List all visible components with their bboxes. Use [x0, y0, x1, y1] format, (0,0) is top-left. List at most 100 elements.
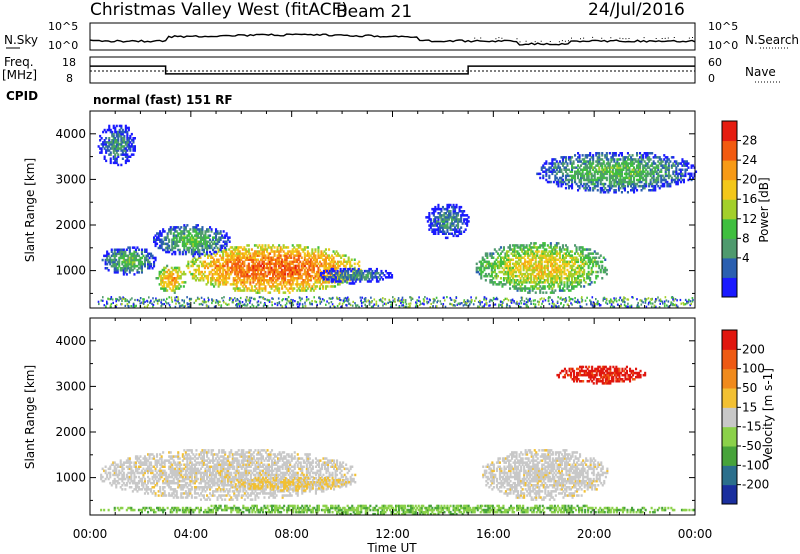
heatmap-cell	[443, 224, 446, 227]
heatmap-cell	[312, 254, 315, 257]
heatmap-cell	[270, 285, 273, 288]
heatmap-cell	[334, 305, 336, 309]
heatmap-cell	[598, 162, 601, 165]
heatmap-cell	[596, 182, 599, 186]
heatmap-cell	[297, 256, 300, 259]
heatmap-cell	[464, 228, 467, 231]
heatmap-cell	[266, 281, 269, 284]
heatmap-cell	[549, 252, 552, 255]
heatmap-cell	[534, 277, 537, 280]
heatmap-cell	[195, 230, 198, 233]
heatmap-cell	[429, 220, 432, 223]
heatmap-cell	[461, 210, 464, 213]
heatmap-cell	[266, 305, 269, 308]
heatmap-cell	[311, 264, 314, 268]
heatmap-cell	[528, 281, 531, 284]
heatmap-cell	[551, 250, 554, 253]
heatmap-cell	[143, 250, 146, 253]
heatmap-cell	[208, 270, 211, 274]
heatmap-cell	[105, 149, 108, 152]
heatmap-cell	[634, 174, 637, 178]
heatmap-cell	[117, 141, 120, 144]
heatmap-cell	[291, 252, 294, 255]
heatmap-cell	[580, 285, 583, 288]
heatmap-cell	[278, 260, 281, 264]
heatmap-cell	[577, 252, 580, 255]
heatmap-cell	[264, 303, 266, 306]
heatmap-cell	[661, 174, 664, 178]
heatmap-cell	[237, 256, 240, 259]
heatmap-cell	[112, 143, 115, 146]
heatmap-cell	[534, 242, 537, 245]
heatmap-cell	[583, 174, 586, 178]
heatmap-cell	[536, 266, 539, 270]
heatmap-cell	[531, 252, 534, 255]
heatmap-cell	[549, 260, 552, 264]
heatmap-cell	[639, 178, 642, 182]
heatmap-cell	[256, 301, 259, 304]
heatmap-cell	[571, 272, 574, 276]
heatmap-cell	[328, 254, 331, 257]
heatmap-cell	[448, 214, 451, 217]
heatmap-cell	[564, 244, 567, 247]
heatmap-cell	[552, 252, 555, 255]
heatmap-cell	[290, 270, 293, 274]
heatmap-cell	[545, 178, 548, 182]
heatmap-cell	[240, 272, 243, 276]
heatmap-cell	[199, 238, 202, 241]
heatmap-cell	[293, 254, 296, 257]
heatmap-cell	[113, 254, 116, 258]
heatmap-cell	[275, 279, 278, 282]
heatmap-cell	[580, 168, 583, 171]
heatmap-cell	[452, 222, 455, 225]
heatmap-cell	[106, 141, 109, 144]
heatmap-cell	[528, 244, 531, 247]
heatmap-cell	[666, 184, 669, 188]
heatmap-cell	[238, 260, 241, 264]
heatmap-cell	[444, 216, 447, 219]
heatmap-cell	[290, 250, 293, 253]
heatmap-cell	[655, 156, 658, 159]
heatmap-cell	[130, 260, 133, 264]
heatmap-cell	[515, 287, 518, 290]
heatmap-cell	[611, 176, 614, 180]
heatmap-cell	[687, 162, 690, 165]
heatmap-cell	[455, 212, 458, 215]
heatmap-cell	[183, 234, 186, 237]
heatmap-cell	[539, 262, 542, 266]
heatmap-cell	[583, 248, 586, 251]
heatmap-cell	[186, 236, 189, 239]
heatmap-cell	[560, 281, 563, 284]
heatmap-cell	[548, 254, 551, 257]
heatmap-cell	[539, 258, 542, 261]
heatmap-cell	[213, 268, 216, 272]
heatmap-cell	[190, 244, 193, 248]
heatmap-cell	[196, 264, 199, 268]
heatmap-cell	[589, 170, 592, 173]
heatmap-cell	[215, 236, 218, 239]
heatmap-cell	[108, 145, 111, 148]
heatmap-cell	[114, 145, 117, 148]
heatmap-cell	[173, 283, 176, 286]
heatmap-cell	[357, 272, 360, 275]
heatmap-cell	[140, 260, 143, 264]
heatmap-cell	[664, 172, 667, 176]
heatmap-cell	[249, 289, 252, 292]
heatmap-cell	[112, 254, 115, 258]
heatmap-cell	[340, 262, 343, 266]
heatmap-cell	[142, 262, 145, 266]
heatmap-cell	[200, 274, 203, 278]
heatmap-cell	[243, 254, 246, 257]
heatmap-cell	[252, 289, 255, 292]
heatmap-cell	[546, 252, 549, 255]
heatmap-cell	[238, 250, 241, 253]
heatmap-cell	[207, 254, 210, 257]
heatmap-cell	[232, 268, 235, 272]
heatmap-cell	[174, 250, 177, 254]
heatmap-cell	[580, 274, 583, 278]
heatmap-cell	[157, 236, 160, 239]
heatmap-cell	[557, 164, 560, 167]
heatmap-cell	[262, 272, 265, 276]
heatmap-cell	[486, 254, 489, 257]
heatmap-cell	[109, 260, 112, 264]
